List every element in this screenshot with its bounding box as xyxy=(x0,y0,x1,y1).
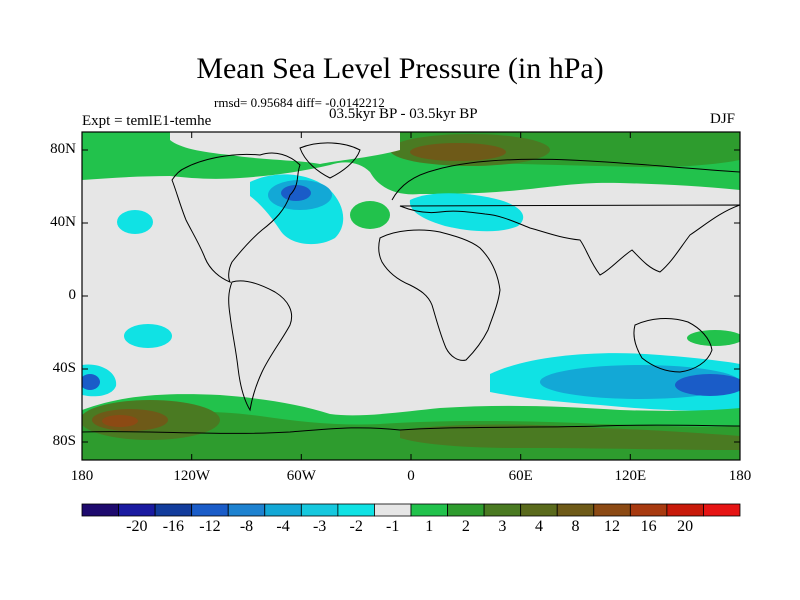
colorbar-swatch xyxy=(666,503,704,517)
europe-asia-coast xyxy=(391,158,740,276)
south-pacific-rust-area xyxy=(102,415,138,427)
colorbar-swatch xyxy=(593,503,631,517)
lat-label-40s: 40S xyxy=(52,360,76,376)
lat-label-80s: 80S xyxy=(52,433,76,449)
colorbar-swatch xyxy=(520,503,558,517)
south-america-coast xyxy=(228,280,293,412)
lon-label-180-left: 180 xyxy=(70,468,94,484)
southwest-atlantic-blue-region xyxy=(82,374,100,390)
colorbar-swatch xyxy=(81,503,119,517)
lat-label-0: 0 xyxy=(68,287,77,303)
experiment-label: Expt = temlE1-temhe xyxy=(82,113,212,129)
colorbar-swatch xyxy=(374,503,412,517)
eurasia-brown-area xyxy=(410,143,506,161)
colorbar-swatch xyxy=(556,503,595,517)
north-pacific-cyan-region xyxy=(117,210,153,234)
lat-label-40n: 40N xyxy=(50,214,76,230)
arctic-neutral-patch xyxy=(170,132,400,164)
colorbar-swatch xyxy=(629,503,668,517)
coastlines xyxy=(82,142,740,434)
lon-label-120e: 120E xyxy=(614,468,647,484)
atlantic-green-patch xyxy=(350,201,390,229)
colorbar-swatch xyxy=(300,503,339,517)
chart-title: Mean Sea Level Pressure (in hPa) xyxy=(196,52,604,85)
colorbar-label: 2 xyxy=(461,518,470,535)
africa-coast xyxy=(378,229,501,361)
colorbar-swatch xyxy=(191,503,229,517)
colorbar-swatch xyxy=(410,503,448,517)
australia-coast xyxy=(633,317,713,373)
north-atlantic-blue-region xyxy=(281,185,311,201)
colorbar-label: 20 xyxy=(677,518,694,535)
colorbar-label: 3 xyxy=(498,518,507,535)
antarctica-olive-area xyxy=(400,424,740,450)
south-pacific-cyan-region xyxy=(124,324,172,348)
colorbar-swatch xyxy=(227,503,266,517)
colorbar-swatch xyxy=(337,503,375,517)
colorbar-label: -8 xyxy=(239,518,254,535)
axis-ticks xyxy=(81,132,741,460)
colorbar-label: -2 xyxy=(349,518,363,535)
colorbar-swatch xyxy=(154,503,193,517)
colorbar xyxy=(81,503,741,517)
lon-label-0: 0 xyxy=(407,468,415,484)
colorbar-label: -3 xyxy=(312,518,327,535)
lon-label-60e: 60E xyxy=(508,468,533,484)
lon-label-60w: 60W xyxy=(286,468,316,484)
season-label: DJF xyxy=(710,111,736,127)
colorbar-swatch xyxy=(447,503,485,517)
colorbar-swatch xyxy=(118,503,156,517)
southern-ocean-blue-region xyxy=(675,374,740,396)
north-america-coast xyxy=(171,152,301,283)
colorbar-label: 4 xyxy=(534,518,543,535)
lon-label-180-right: 180 xyxy=(728,468,752,484)
colorbar-label: -20 xyxy=(126,518,148,535)
colorbar-label: -16 xyxy=(162,518,185,535)
colorbar-swatch xyxy=(703,503,741,517)
antarctica-coast xyxy=(82,424,740,434)
period-subtitle: 03.5kyr BP - 03.5kyr BP xyxy=(329,106,478,122)
colorbar-label: -4 xyxy=(276,518,290,535)
colorbar-label: 1 xyxy=(425,518,434,535)
lon-label-120w: 120W xyxy=(173,468,211,484)
colorbar-label: 8 xyxy=(571,518,580,535)
colorbar-label: 12 xyxy=(604,518,621,535)
rmsd-diff-stats: rmsd= 0.95684 diff= -0.0142212 xyxy=(214,95,385,110)
colorbar-swatch xyxy=(264,503,302,517)
greenland-coast xyxy=(299,142,361,179)
colorbar-label: 16 xyxy=(640,518,657,535)
map-field xyxy=(82,132,740,460)
lat-label-80n: 80N xyxy=(50,141,76,157)
australia-green-patch xyxy=(687,330,740,346)
colorbar-label: -1 xyxy=(386,518,400,535)
colorbar-swatch xyxy=(483,503,522,517)
colorbar-label: -12 xyxy=(199,518,221,535)
